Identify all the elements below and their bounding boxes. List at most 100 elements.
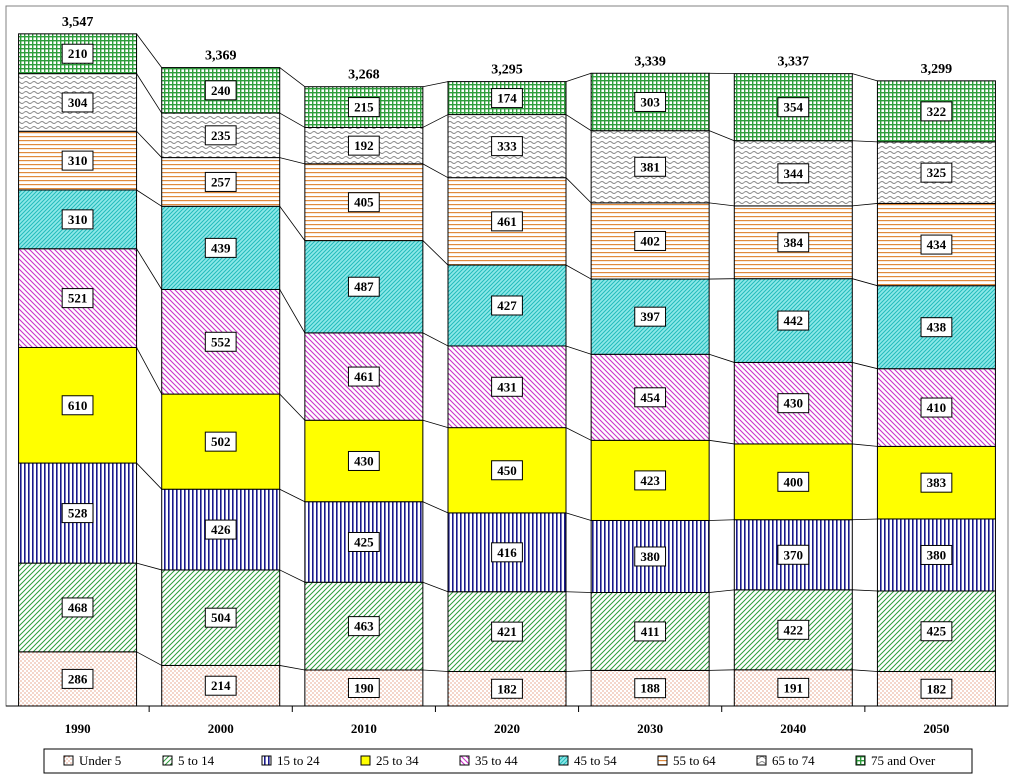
series-connector-line: [136, 73, 163, 114]
legend-swatch-15-to-24: [261, 755, 272, 766]
legend-box: [43, 748, 973, 774]
legend-label-25-to-34: 25 to 34: [376, 753, 419, 768]
value-label-25-to-34-2040: 400: [784, 474, 804, 489]
value-label-box: [920, 101, 953, 122]
value-label-under-5-2000: 214: [211, 678, 231, 693]
value-label-box: [61, 92, 94, 113]
series-connector-line: [279, 569, 306, 583]
total-label-2030: 3,339: [634, 54, 666, 69]
series-connector-line: [279, 665, 305, 671]
value-label-under-5-2040: 191: [784, 680, 804, 695]
series-connector-line: [852, 443, 878, 447]
value-label-25-to-34-2050: 383: [927, 475, 947, 490]
series-connector-line: [422, 501, 449, 514]
value-label-5-to-14-2000: 504: [211, 610, 231, 625]
x-tick-label-2050: 2050: [923, 721, 949, 736]
value-label-box: [777, 544, 810, 565]
value-label-box: [634, 91, 667, 112]
series-connector-line: [565, 591, 592, 593]
value-label-15-to-24-2020: 416: [497, 545, 517, 560]
value-label-box: [491, 678, 523, 699]
x-tick-label-2030: 2030: [637, 721, 663, 736]
value-label-5-to-14-2030: 411: [641, 624, 660, 639]
series-connector-line: [279, 112, 306, 128]
series-connector-line: [279, 488, 306, 503]
total-label-2000: 3,369: [205, 49, 237, 64]
value-label-35-to-44-2010: 461: [354, 369, 374, 384]
value-label-box: [347, 192, 380, 213]
series-connector-line: [136, 130, 163, 158]
series-connector-line: [422, 81, 449, 88]
value-label-under-5-2020: 182: [497, 681, 517, 696]
series-connector-line: [422, 332, 449, 347]
value-label-45-to-54-2020: 427: [497, 298, 517, 313]
value-label-box: [634, 387, 667, 408]
value-label-box: [491, 211, 523, 232]
value-label-box: [634, 230, 667, 251]
series-connector-line: [565, 72, 592, 82]
value-label-box: [347, 366, 380, 387]
value-label-55-to-64-2010: 405: [354, 195, 374, 210]
value-label-box: [61, 668, 94, 689]
value-label-box: [204, 237, 237, 258]
legend-swatch-under-5: [63, 755, 74, 766]
value-label-75-and-over-2030: 303: [640, 94, 660, 109]
series-connector-line: [565, 669, 592, 672]
value-label-box: [920, 472, 953, 493]
legend-swatch-75-and-over: [855, 755, 866, 766]
value-label-box: [634, 546, 667, 567]
x-tick-label-2010: 2010: [351, 721, 377, 736]
value-label-35-to-44-2040: 430: [784, 396, 804, 411]
value-label-box: [491, 621, 523, 642]
value-label-35-to-44-2020: 431: [497, 379, 517, 394]
value-label-45-to-54-2030: 397: [640, 309, 660, 324]
series-connector-line: [136, 562, 162, 571]
legend-label-65-to-74: 65 to 74: [772, 753, 815, 768]
value-label-5-to-14-2040: 422: [784, 622, 804, 637]
value-label-box: [920, 678, 953, 699]
value-label-65-to-74-1990: 304: [68, 95, 88, 110]
value-label-box: [777, 232, 810, 253]
series-connector-line: [709, 439, 735, 445]
value-label-under-5-2010: 190: [354, 680, 374, 695]
series-connector-line: [852, 203, 878, 207]
value-label-55-to-64-2040: 384: [784, 235, 804, 250]
value-label-45-to-54-2040: 442: [784, 313, 804, 328]
value-label-box: [61, 395, 94, 416]
value-label-65-to-74-2000: 235: [211, 128, 231, 143]
value-label-box: [920, 317, 953, 338]
value-label-box: [204, 331, 237, 352]
value-label-box: [204, 80, 237, 101]
value-label-box: [204, 607, 237, 628]
value-label-box: [347, 135, 380, 156]
value-label-5-to-14-2050: 425: [927, 624, 947, 639]
series-connector-line: [708, 130, 735, 142]
series-connector-line: [709, 202, 735, 207]
connector-lines: [136, 33, 878, 672]
series-connector-line: [136, 651, 162, 666]
legend-swatch-45-to-54: [558, 755, 569, 766]
value-label-15-to-24-2000: 426: [211, 522, 231, 537]
x-tick-label-1990: 1990: [65, 721, 91, 736]
value-label-5-to-14-2020: 421: [497, 624, 517, 639]
value-label-box: [491, 136, 523, 157]
value-label-box: [777, 677, 810, 698]
value-label-box: [204, 519, 237, 540]
legend-label-75-and-over: 75 and Over: [871, 753, 936, 768]
value-label-15-to-24-1990: 528: [68, 506, 88, 521]
value-label-box: [634, 470, 667, 491]
value-label-55-to-64-2050: 434: [927, 237, 947, 252]
series-connector-line: [136, 462, 163, 490]
series-connector-line: [136, 189, 162, 207]
value-label-box: [920, 621, 953, 642]
value-label-box: [920, 397, 953, 418]
legend-swatch-55-to-64: [657, 755, 668, 766]
data-labels: 286 468 528 610 521 310 310 304 210 3,547 214 504 42…: [61, 15, 953, 699]
value-label-15-to-24-2050: 380: [927, 547, 947, 562]
series-connector-line: [136, 248, 163, 290]
value-label-65-to-74-2030: 381: [640, 159, 660, 174]
value-label-15-to-24-2010: 425: [354, 534, 374, 549]
value-label-box: [491, 295, 523, 316]
legend-label-45-to-54: 45 to 54: [574, 753, 617, 768]
